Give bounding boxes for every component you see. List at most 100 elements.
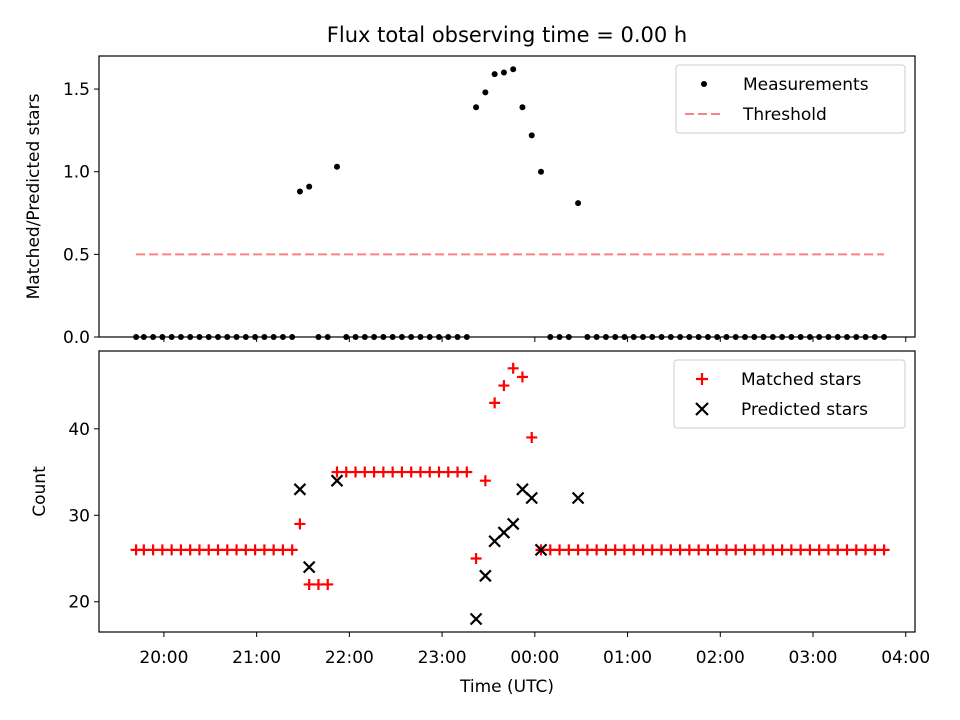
matched-point xyxy=(758,544,770,556)
legend-label: Predicted stars xyxy=(741,400,868,420)
matched-point xyxy=(702,544,714,556)
legend: Matched stars Predicted stars xyxy=(673,359,906,429)
measurement-point xyxy=(252,334,259,340)
legend-label: Matched stars xyxy=(741,370,861,390)
measurement-point xyxy=(825,334,832,340)
y-tick-label: 30 xyxy=(68,506,90,526)
measurement-point xyxy=(215,334,221,340)
matched-point xyxy=(433,466,445,478)
matched-point xyxy=(184,544,196,556)
x-tick-label: 20:00 xyxy=(139,648,188,668)
measurement-point xyxy=(704,334,711,340)
measurement-point xyxy=(528,132,535,139)
matched-point xyxy=(387,466,399,478)
matched-point xyxy=(470,553,482,565)
matched-point xyxy=(331,466,343,478)
x-tick-label: 22:00 xyxy=(325,648,374,668)
matched-point xyxy=(572,544,584,556)
measurement-point xyxy=(769,334,776,340)
measurement-point xyxy=(640,334,646,340)
matched-point xyxy=(258,544,270,556)
measurement-point xyxy=(760,334,767,340)
legend-label: Threshold xyxy=(742,105,827,125)
measurement-point xyxy=(306,183,313,190)
legend-label: Measurements xyxy=(743,75,869,95)
measurement-point xyxy=(621,334,628,340)
predicted-point xyxy=(525,491,539,505)
measurement-point xyxy=(788,334,795,340)
measurement-point xyxy=(612,334,619,340)
matched-point xyxy=(303,578,315,590)
predicted-point xyxy=(293,483,307,496)
legend: Measurements Threshold xyxy=(675,64,906,134)
measurement-point xyxy=(233,334,240,340)
measurement-point xyxy=(361,334,368,340)
matched-point xyxy=(396,466,408,478)
measurement-point xyxy=(196,334,203,340)
measurement-point xyxy=(871,334,878,340)
y-axis-label: Matched/Predicted stars xyxy=(24,93,44,299)
matched-point xyxy=(203,544,215,556)
measurement-point xyxy=(473,104,480,111)
x-tick-label: 23:00 xyxy=(418,648,467,668)
measurement-point xyxy=(343,334,350,340)
matched-point xyxy=(286,544,298,556)
measurement-point xyxy=(658,334,665,340)
measurement-point xyxy=(853,334,860,340)
measurement-point xyxy=(779,334,786,340)
measurement-point xyxy=(547,334,554,340)
measurement-point xyxy=(602,334,609,340)
bottom-plot: 20:00 21:00 22:00 23:00 00:00 01:00 02:00 03:00… xyxy=(30,350,930,697)
matched-point xyxy=(822,544,834,556)
matched-point xyxy=(878,544,890,556)
matched-point xyxy=(591,544,603,556)
matched-point xyxy=(498,380,510,392)
matched-point xyxy=(377,466,389,478)
matched-point xyxy=(720,544,732,556)
measurement-point xyxy=(565,334,572,340)
y-tick-label: 0.0 xyxy=(63,328,90,348)
matched-point xyxy=(850,544,862,556)
predicted-point xyxy=(302,560,316,574)
matched-point xyxy=(628,544,640,556)
measurement-point xyxy=(584,334,591,340)
measurement-point xyxy=(630,334,637,340)
series-matched-stars xyxy=(130,362,890,590)
measurement-point xyxy=(556,334,563,340)
measurement-point xyxy=(732,334,739,340)
y-tick-label: 1.0 xyxy=(63,163,90,183)
measurement-point xyxy=(289,334,296,340)
matched-point xyxy=(221,544,233,556)
chart-title: Flux total observing time = 0.00 h xyxy=(327,23,687,47)
matched-point xyxy=(461,466,473,478)
matched-point xyxy=(646,544,658,556)
measurement-point xyxy=(482,89,489,96)
matched-point xyxy=(312,578,324,590)
x-tick-label: 00:00 xyxy=(510,648,559,668)
matched-point xyxy=(693,544,705,556)
measurement-point xyxy=(649,334,656,340)
legend-marker xyxy=(695,402,709,416)
top-plot: 0.0 0.5 1.0 1.5 Matched/Predicted stars Measu… xyxy=(24,55,916,348)
measurement-point xyxy=(723,334,730,340)
measurement-point xyxy=(862,334,869,340)
measurement-point xyxy=(296,188,303,195)
x-tick-label: 03:00 xyxy=(789,648,838,668)
legend-marker xyxy=(696,373,708,385)
measurement-point xyxy=(408,334,415,340)
measurement-point xyxy=(334,163,340,170)
measurement-point xyxy=(133,334,140,340)
matched-point xyxy=(175,544,187,556)
matched-point xyxy=(249,544,261,556)
measurement-point xyxy=(844,334,850,340)
legend-box xyxy=(675,64,906,134)
x-tick-label: 01:00 xyxy=(603,648,652,668)
measurement-point xyxy=(426,334,433,340)
legend-box xyxy=(673,359,906,429)
matched-point xyxy=(563,544,575,556)
matched-point xyxy=(240,544,252,556)
matched-point xyxy=(795,544,807,556)
matched-point xyxy=(277,544,289,556)
measurement-point xyxy=(389,334,396,340)
measurement-point xyxy=(371,334,378,340)
